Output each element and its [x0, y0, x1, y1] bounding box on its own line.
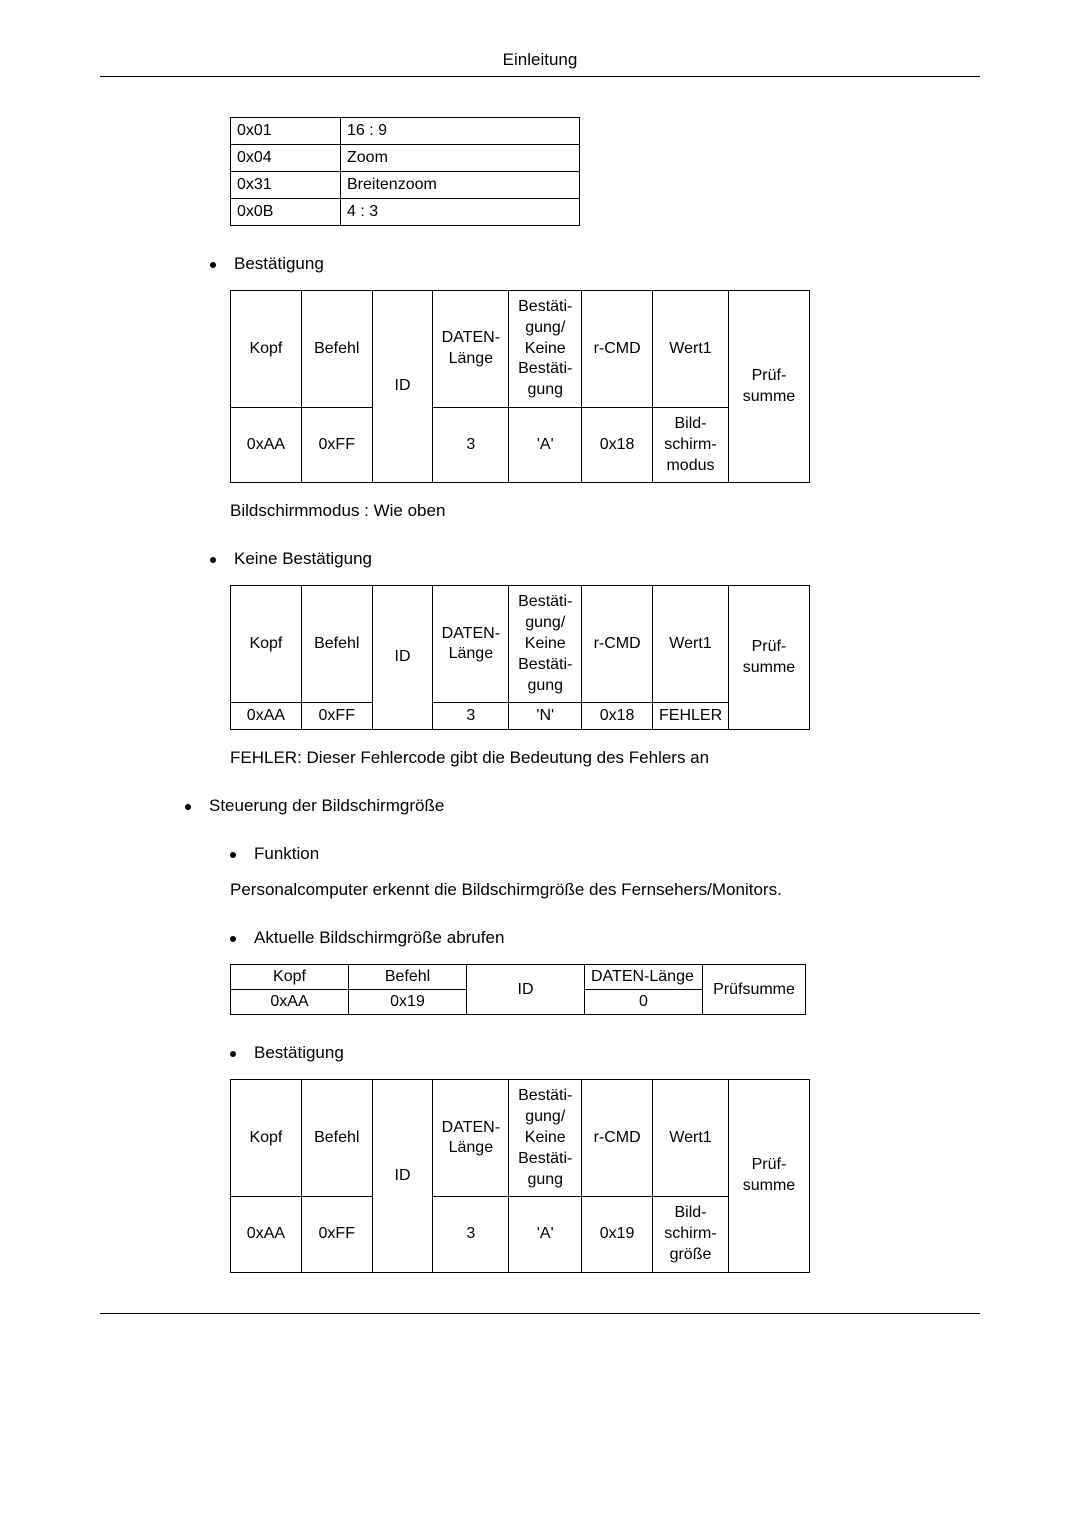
table-cell: 0x01 [231, 118, 341, 145]
td-dlen: 3 [433, 407, 509, 482]
td-befehl: 0xFF [301, 407, 372, 482]
td-kopf: 0xAA [231, 990, 349, 1015]
td-ack: 'A' [509, 1197, 582, 1272]
bullet-label: Steuerung der Bildschirmgröße [209, 796, 444, 816]
bullet-ack2: Bestätigung [230, 1043, 980, 1063]
th-wert1: Wert1 [653, 1080, 729, 1197]
td-wert1: Bild-schirm-größe [653, 1197, 729, 1272]
th-id: ID [372, 586, 433, 730]
td-befehl: 0xFF [301, 703, 372, 730]
th-kopf: Kopf [231, 586, 302, 703]
funktion-text: Personalcomputer erkennt die Bildschirmg… [230, 880, 980, 900]
th-befehl: Befehl [301, 291, 372, 408]
th-wert1: Wert1 [653, 586, 729, 703]
note-fehler: FEHLER: Dieser Fehlercode gibt die Bedeu… [230, 748, 980, 768]
table-cell: 0x0B [231, 199, 341, 226]
th-ack: Bestäti-gung/KeineBestäti-gung [509, 1080, 582, 1197]
th-kopf: Kopf [231, 1080, 302, 1197]
th-chk: Prüf-summe [728, 291, 809, 483]
td-befehl: 0xFF [301, 1197, 372, 1272]
bullet-label: Funktion [254, 844, 319, 864]
bullet-icon [210, 262, 216, 268]
th-kopf: Kopf [231, 291, 302, 408]
td-wert1: FEHLER [653, 703, 729, 730]
page-title: Einleitung [503, 50, 578, 69]
bullet-ack: Bestätigung [210, 254, 980, 274]
bullet-icon [210, 557, 216, 563]
bullet-label: Bestätigung [234, 254, 324, 274]
th-kopf: Kopf [231, 965, 349, 990]
ack-table-2: Kopf Befehl ID DATEN-Länge Bestäti-gung/… [230, 1079, 810, 1272]
table-cell: 0x04 [231, 145, 341, 172]
td-ack: 'A' [509, 407, 582, 482]
th-id: ID [467, 965, 585, 1015]
td-befehl: 0x19 [349, 990, 467, 1015]
aspect-ratio-table: 0x0116 : 9 0x04Zoom 0x31Breitenzoom 0x0B… [230, 117, 580, 226]
th-befehl: Befehl [301, 586, 372, 703]
th-ack: Bestäti-gung/KeineBestäti-gung [509, 291, 582, 408]
bullet-icon [185, 804, 191, 810]
bullet-funktion: Funktion [230, 844, 980, 864]
th-wert1: Wert1 [653, 291, 729, 408]
th-rcmd: r-CMD [582, 291, 653, 408]
page-header: Einleitung [100, 50, 980, 77]
th-dlen: DATEN-Länge [433, 1080, 509, 1197]
th-id: ID [372, 1080, 433, 1272]
get-size-table: Kopf Befehl ID DATEN-Länge Prüfsumme 0xA… [230, 964, 806, 1015]
bullet-icon [230, 852, 236, 858]
bullet-label: Aktuelle Bildschirmgröße abrufen [254, 928, 504, 948]
table-cell: 4 : 3 [341, 199, 580, 226]
nack-table: Kopf Befehl ID DATEN-Länge Bestäti-gung/… [230, 585, 810, 730]
th-id: ID [372, 291, 433, 483]
th-befehl: Befehl [349, 965, 467, 990]
th-rcmd: r-CMD [582, 1080, 653, 1197]
th-chk: Prüf-summe [728, 586, 809, 730]
footer-rule [100, 1313, 980, 1314]
td-rcmd: 0x19 [582, 1197, 653, 1272]
td-dlen: 3 [433, 703, 509, 730]
table-cell: Zoom [341, 145, 580, 172]
bullet-icon [230, 936, 236, 942]
note-mode: Bildschirmmodus : Wie oben [230, 501, 980, 521]
td-rcmd: 0x18 [582, 407, 653, 482]
bullet-screen-control: Steuerung der Bildschirmgröße [185, 796, 980, 816]
td-kopf: 0xAA [231, 407, 302, 482]
td-kopf: 0xAA [231, 1197, 302, 1272]
table-cell: 16 : 9 [341, 118, 580, 145]
bullet-nack: Keine Bestätigung [210, 549, 980, 569]
th-dlen: DATEN-Länge [585, 965, 703, 990]
th-rcmd: r-CMD [582, 586, 653, 703]
th-dlen: DATEN-Länge [433, 291, 509, 408]
td-wert1: Bild-schirm-modus [653, 407, 729, 482]
td-rcmd: 0x18 [582, 703, 653, 730]
bullet-label: Bestätigung [254, 1043, 344, 1063]
th-befehl: Befehl [301, 1080, 372, 1197]
bullet-label: Keine Bestätigung [234, 549, 372, 569]
td-dlen: 3 [433, 1197, 509, 1272]
th-chk: Prüf-summe [728, 1080, 809, 1272]
bullet-get-size: Aktuelle Bildschirmgröße abrufen [230, 928, 980, 948]
td-kopf: 0xAA [231, 703, 302, 730]
bullet-icon [230, 1051, 236, 1057]
td-ack: 'N' [509, 703, 582, 730]
td-dlen: 0 [585, 990, 703, 1015]
ack-table-1: Kopf Befehl ID DATEN-Länge Bestäti-gung/… [230, 290, 810, 483]
table-cell: 0x31 [231, 172, 341, 199]
th-chk: Prüfsumme [703, 965, 806, 1015]
th-ack: Bestäti-gung/KeineBestäti-gung [509, 586, 582, 703]
th-dlen: DATEN-Länge [433, 586, 509, 703]
table-cell: Breitenzoom [341, 172, 580, 199]
